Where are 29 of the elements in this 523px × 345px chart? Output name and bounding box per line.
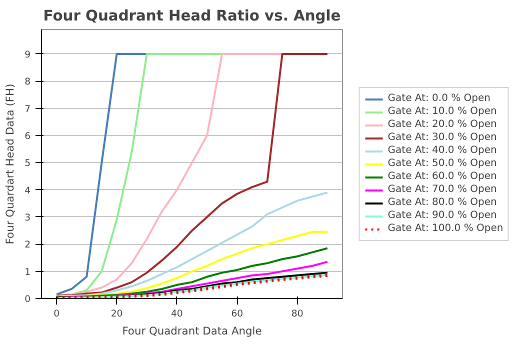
x-tick-label: 60 — [231, 308, 244, 320]
legend-label: Gate At: 10.0 % Open — [388, 106, 497, 118]
y-tick-label: 1 — [24, 266, 31, 278]
y-tick-label: 8 — [24, 76, 31, 88]
y-tick-label: 7 — [24, 104, 31, 115]
legend-label: Gate At: 60.0 % Open — [388, 170, 497, 182]
legend-label: Gate At: 30.0 % Open — [388, 132, 497, 144]
y-axis-title: Four Quardart Head Data (FH) — [4, 84, 17, 244]
x-tick-label: 80 — [291, 308, 304, 320]
legend-label: Gate At: 100.0 % Open — [388, 222, 504, 234]
y-tick-label: 5 — [24, 158, 31, 170]
y-tick-label: 2 — [24, 240, 31, 251]
x-axis-title: Four Quadrant Data Angle — [122, 324, 262, 338]
legend-label: Gate At: 70.0 % Open — [388, 184, 497, 196]
x-tick-label: 0 — [54, 308, 60, 320]
y-tick-label: 3 — [24, 212, 31, 224]
legend-label: Gate At: 80.0 % Open — [388, 196, 497, 208]
y-tick-label: 6 — [24, 130, 31, 142]
chart-title: Four Quadrant Head Ratio vs. Angle — [43, 8, 341, 24]
legend-label: Gate At: 90.0 % Open — [388, 210, 497, 222]
legend-label: Gate At: 0.0 % Open — [388, 92, 490, 104]
legend-label: Gate At: 50.0 % Open — [388, 158, 497, 170]
y-tick-label: 4 — [24, 185, 31, 196]
y-tick-label: 9 — [24, 49, 31, 60]
x-tick-label: 40 — [171, 308, 183, 320]
x-tick-label: 20 — [110, 308, 123, 320]
legend-label: Gate At: 40.0 % Open — [388, 144, 497, 156]
legend-label: Gate At: 20.0 % Open — [388, 118, 497, 130]
y-tick-label: 0 — [24, 294, 31, 305]
